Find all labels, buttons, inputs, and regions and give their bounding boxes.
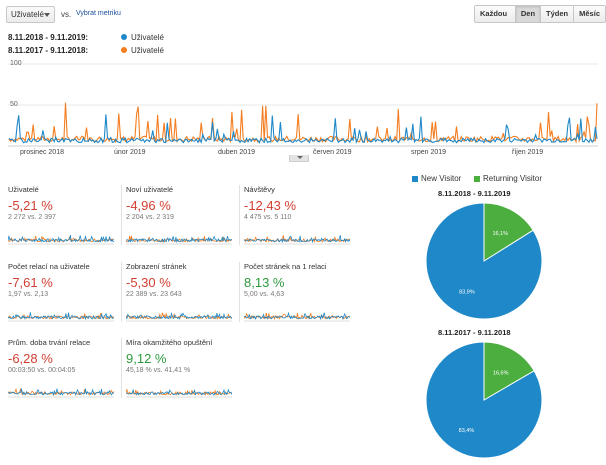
visitor-type-pie-current[interactable]: 16,1% 83,9% <box>425 202 543 320</box>
current-range-label: 8.11.2018 - 9.11.2019: <box>8 33 89 42</box>
metric-tile-new-users[interactable]: Noví uživatelé -4,96 % 2 204 vs. 2 319 <box>126 185 234 253</box>
metric-name: Počet stránek na 1 relaci <box>244 262 327 271</box>
visitor-type-pie-previous[interactable]: 16,6% 83,4% <box>425 341 543 459</box>
metric-change: -4,96 % <box>126 198 171 213</box>
metric-name: Počet relací na uživatele <box>8 262 90 271</box>
metric-tile-sessions-per-user[interactable]: Počet relací na uživatele -7,61 % 1,97 v… <box>8 262 116 330</box>
y-tick-50: 50 <box>10 101 18 108</box>
metric-name: Uživatelé <box>8 185 39 194</box>
metric-sparkline <box>8 387 114 398</box>
metric-sparkline <box>126 388 232 398</box>
returning-visitor-legend: Returning Visitor <box>483 174 542 183</box>
metric-tile-pageviews[interactable]: Zobrazení stránek -5,30 % 22 389 vs. 23 … <box>126 262 234 330</box>
metric-change: -5,30 % <box>126 275 171 290</box>
users-line-chart[interactable]: 100 50 prosinec 2018 únor 2019 duben 201… <box>8 60 598 156</box>
metric-sparkline <box>8 312 114 322</box>
metric-compare: 45,18 % vs. 41,41 % <box>126 367 191 374</box>
metric-tile-avg-session-duration[interactable]: Prům. doba trvání relace -6,28 % 00:03:5… <box>8 338 116 406</box>
new-visitor-swatch <box>412 176 418 182</box>
pie-label-new: 83,9% <box>459 289 475 295</box>
pie-slice-returning-visitor[interactable] <box>483 202 534 262</box>
metric-tile-users[interactable]: Uživatelé -5,21 % 2 272 vs. 2 397 <box>8 185 116 253</box>
metric-name: Prům. doba trvání relace <box>8 338 91 347</box>
metric-sparkline <box>126 235 232 245</box>
metric-compare: 2 272 vs. 2 397 <box>8 214 56 221</box>
x-tick-label: prosinec 2018 <box>20 149 64 156</box>
metric-compare: 00:03:50 vs. 00:04:05 <box>8 367 76 374</box>
series-current-line <box>8 114 598 145</box>
new-visitor-legend: New Visitor <box>421 174 462 183</box>
metric-compare: 2 204 vs. 2 319 <box>126 214 174 221</box>
x-tick-label: červen 2019 <box>313 149 352 156</box>
metric-name: Zobrazení stránek <box>126 262 187 271</box>
metric-sparkline <box>8 235 114 245</box>
metric-change: -12,43 % <box>244 198 297 213</box>
vs-label: vs. <box>61 10 72 19</box>
metric-compare: 5,00 vs. 4,63 <box>244 291 285 298</box>
x-tick-label: duben 2019 <box>218 149 255 156</box>
metric-name: Noví uživatelé <box>126 185 174 194</box>
pie-title-current: 8.11.2018 - 9.11.2019 <box>438 189 511 198</box>
previous-range-label: 8.11.2017 - 9.11.2018: <box>8 46 89 55</box>
metric-compare: 4 475 vs. 5 110 <box>244 214 292 221</box>
chevron-down-icon <box>44 13 50 17</box>
granularity-day-button[interactable]: Den <box>515 6 542 22</box>
granularity-week-button[interactable]: Týden <box>541 6 575 22</box>
x-tick-label: únor 2019 <box>114 149 146 156</box>
pie-title-previous: 8.11.2017 - 9.11.2018 <box>438 328 511 337</box>
metric-select[interactable]: Uživatelé <box>6 6 55 23</box>
metric-name: Míra okamžitého opuštění <box>126 338 213 347</box>
metric-sparkline <box>244 235 350 245</box>
pie-label-returning: 16,1% <box>492 231 508 237</box>
current-series-label: Uživatelé <box>131 33 164 42</box>
metric-compare: 22 389 vs. 23 643 <box>126 291 182 298</box>
granularity-toggle: Každou hodinu Den Týden Měsíc <box>474 5 606 23</box>
metric-change: 9,12 % <box>126 351 167 366</box>
metric-sparkline <box>126 312 232 322</box>
metric-tile-pages-per-session[interactable]: Počet stránek na 1 relaci 8,13 % 5,00 vs… <box>244 262 352 330</box>
metric-change: -7,61 % <box>8 275 53 290</box>
metric-tile-bounce-rate[interactable]: Míra okamžitého opuštění 9,12 % 45,18 % … <box>126 338 234 406</box>
x-tick-label: říjen 2019 <box>512 149 543 156</box>
pick-metric-link[interactable]: Vybrat metriku <box>76 10 121 17</box>
current-series-dot <box>121 34 127 40</box>
previous-series-dot <box>121 47 127 53</box>
granularity-hourly-button[interactable]: Každou hodinu <box>475 6 516 22</box>
metric-select-value: Uživatelé <box>11 10 44 19</box>
metric-sparkline <box>244 311 350 322</box>
chart-collapse-toggle[interactable] <box>289 155 309 162</box>
pie-label-new: 83,4% <box>459 428 475 434</box>
returning-visitor-swatch <box>474 176 480 182</box>
metric-name: Návštěvy <box>244 185 275 194</box>
y-tick-100: 100 <box>10 60 22 67</box>
metric-change: -6,28 % <box>8 351 53 366</box>
metric-change: 8,13 % <box>244 275 285 290</box>
previous-series-label: Uživatelé <box>131 46 164 55</box>
metric-tile-sessions[interactable]: Návštěvy -12,43 % 4 475 vs. 5 110 <box>244 185 352 253</box>
pie-slice-returning-visitor[interactable] <box>483 341 535 401</box>
metric-compare: 1,97 vs. 2,13 <box>8 291 49 298</box>
series-previous-line <box>8 102 598 144</box>
pie-label-returning: 16,6% <box>493 370 509 376</box>
x-tick-label: srpen 2019 <box>411 149 446 156</box>
metric-change: -5,21 % <box>8 198 53 213</box>
granularity-month-button[interactable]: Měsíc <box>574 6 605 22</box>
